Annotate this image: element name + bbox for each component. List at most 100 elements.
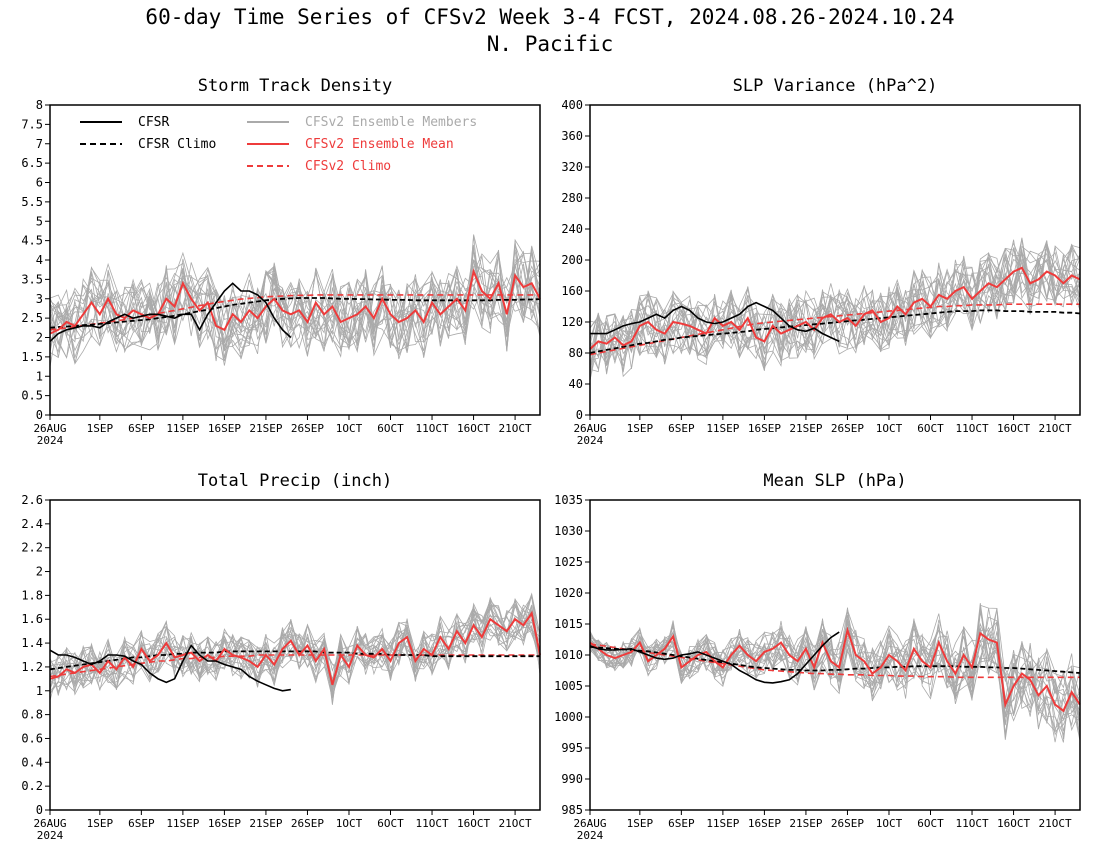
x-tick-label: 11SEP [706,817,739,830]
x-tick-label: 6SEP [128,817,155,830]
x-tick-label: 11OCT [415,817,448,830]
panel-title: Storm Track Density [198,76,392,96]
x-tick-label: 1SEP [627,817,654,830]
ensemble-member-line [49,250,541,360]
y-tick-label: 320 [561,160,583,174]
x-tick-label: 16OCT [457,422,490,435]
x-tick-label: 26AUG [573,817,606,830]
cfsr-line [49,282,292,342]
ensemble-member-line [589,607,1081,717]
y-tick-label: 1.4 [21,636,43,650]
legend: CFSR CFSR Climo CFSv2 Ensemble Members CFSv… [80,115,477,174]
ensemble-member-line [49,235,541,346]
x-tick-label: 21OCT [499,817,532,830]
ensemble-member-line [589,247,1081,371]
ensemble-member-line [589,239,1081,381]
x-tick-label: 26SEP [291,817,324,830]
y-tick-label: 2 [36,565,43,579]
y-tick-label: 2.5 [21,311,43,325]
figure-title-main: 60-day Time Series of CFSv2 Week 3-4 FCS… [145,5,955,29]
x-tick-label: 11SEP [706,422,739,435]
legend-label: CFSR [138,115,169,130]
x-tick-label: 16OCT [457,817,490,830]
x-tick-label: 16OCT [997,817,1030,830]
x-tick-label: 11OCT [955,422,988,435]
x-tick-label: 1OCT [336,817,363,830]
y-tick-label: 240 [561,222,583,236]
x-tick-label: 26AUG [33,817,66,830]
ensemble-member-line [589,237,1081,371]
y-tick-label: 1010 [554,648,583,662]
x-tick-label: 6OCT [377,817,404,830]
ensemble-member-line [589,612,1081,730]
legend-label: CFSR Climo [138,137,216,152]
x-tick-label: 21SEP [249,422,282,435]
x-tick-label: 11OCT [415,422,448,435]
y-tick-label: 2.4 [21,517,43,531]
x-tick-label: 6OCT [917,422,944,435]
y-tick-label: 2.6 [21,493,43,507]
x-tick-label: 11SEP [166,422,199,435]
y-tick-label: 6 [36,176,43,190]
y-tick-label: 7 [36,137,43,151]
legend-label: CFSv2 Ensemble Mean [305,137,454,152]
x-year-label: 2024 [37,434,64,447]
y-tick-label: 200 [561,253,583,267]
ensemble-member-line [49,238,541,362]
x-tick-label: 16SEP [208,422,241,435]
y-tick-label: 40 [569,377,583,391]
x-tick-label: 21SEP [789,422,822,435]
x-year-label: 2024 [577,829,604,842]
y-tick-label: 280 [561,191,583,205]
cfsr-climo-line [589,646,1081,674]
plot-frame [49,499,541,811]
y-tick-label: 7.5 [21,117,43,131]
y-tick-label: 0 [576,408,583,422]
y-tick-label: 985 [561,803,583,817]
cfsr-line [49,644,291,692]
x-year-label: 2024 [577,434,604,447]
plot-frame [49,104,541,416]
y-tick-label: 400 [561,98,583,112]
y-tick-label: 360 [561,129,583,143]
ensemble-member-line [49,240,541,360]
ensemble-member-line [589,248,1081,371]
ensemble-member-line [49,598,541,699]
x-tick-label: 21OCT [499,422,532,435]
x-tick-label: 1SEP [87,817,114,830]
ensemble-member-line [589,620,1081,722]
y-tick-label: 4.5 [21,234,43,248]
panel-title: Mean SLP (hPa) [763,471,906,491]
x-tick-label: 6SEP [668,817,695,830]
x-tick-label: 6SEP [668,422,695,435]
x-tick-label: 6OCT [377,422,404,435]
x-tick-label: 21SEP [249,817,282,830]
y-tick-label: 2 [36,331,43,345]
y-tick-label: 1.2 [21,660,43,674]
x-tick-label: 16SEP [208,817,241,830]
y-tick-label: 0.6 [21,731,43,745]
cfsv2-climo-line [49,294,540,331]
ensemble-member-line [49,600,541,688]
ensemble-member-line [589,604,1081,741]
y-tick-label: 5 [36,214,43,228]
y-tick-label: 1015 [554,617,583,631]
chart-panel-3: Total Precip (inch) 0 0.2 0.4 0.6 0.8 1 1.2 1.4 1… [21,471,541,842]
y-tick-label: 1.5 [21,350,43,364]
chart-panel-4: Mean SLP (hPa) 985 990 995 1000 1005 1010 1015 1… [554,471,1081,842]
figure-title: 60-day Time Series of CFSv2 Week 3-4 FCS… [0,4,1100,58]
x-tick-label: 6SEP [128,422,155,435]
x-tick-label: 21OCT [1039,817,1072,830]
y-tick-label: 0.2 [21,779,43,793]
y-tick-label: 5.5 [21,195,43,209]
y-tick-label: 4 [36,253,43,267]
ensemble-mean-line [589,266,1081,350]
y-tick-label: 995 [561,741,583,755]
y-tick-label: 80 [569,346,583,360]
cfsr-line [590,301,840,343]
y-tick-label: 1 [36,684,43,698]
y-tick-label: 160 [561,284,583,298]
y-tick-label: 1 [36,369,43,383]
chart-panel-1: Storm Track Density 0 0.5 1 1.5 2 2.5 3 3.5 4 4.5 5… [21,76,541,447]
x-tick-label: 1OCT [336,422,363,435]
